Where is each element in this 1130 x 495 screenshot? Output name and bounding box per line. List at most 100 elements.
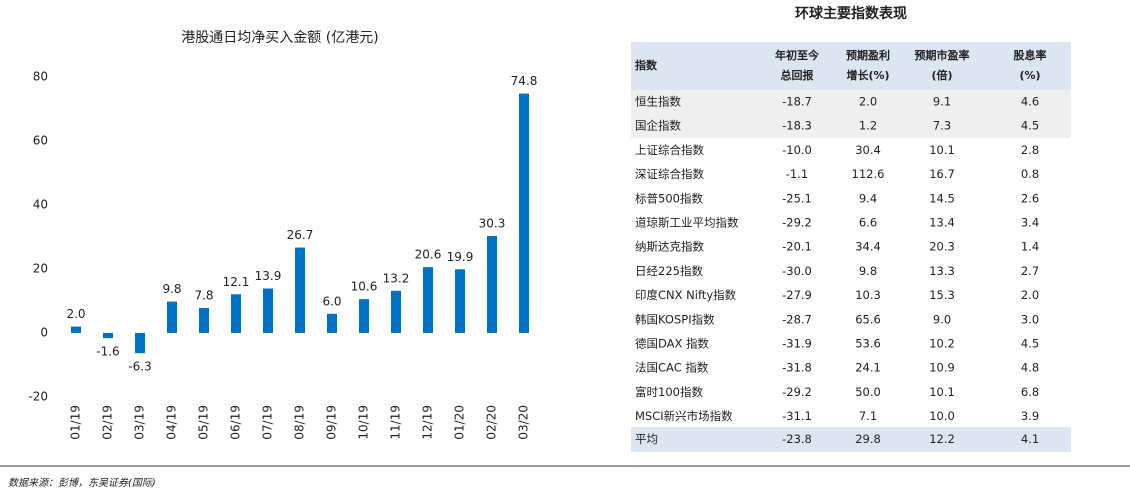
table-cell: 0.8 — [1021, 167, 1039, 181]
table-cell: 50.0 — [855, 385, 881, 399]
table-cell: 15.3 — [929, 288, 955, 302]
bar — [423, 267, 433, 333]
table-header: 年初至今 — [775, 48, 820, 62]
table-cell: 9.1 — [933, 95, 951, 109]
table-cell: 10.9 — [929, 361, 955, 375]
table-cell: 9.0 — [933, 312, 951, 326]
table-cell: 10.0 — [929, 409, 955, 423]
table-cell: 3.9 — [1021, 409, 1039, 423]
table-cell: 13.3 — [929, 264, 955, 278]
table-header-bg — [631, 42, 1071, 90]
table-header: 增长(%) — [846, 68, 889, 82]
table-cell: 16.7 — [929, 167, 955, 181]
x-tick-label: 11/19 — [389, 405, 403, 440]
bar — [103, 333, 113, 339]
bar — [231, 294, 241, 333]
table-cell: 6.6 — [859, 216, 877, 230]
data-label: 10.6 — [351, 280, 378, 294]
x-tick-label: 03/20 — [517, 405, 531, 440]
data-label: 13.2 — [383, 271, 410, 285]
data-label: 26.7 — [287, 228, 314, 242]
table-cell: 道琼斯工业平均指数 — [635, 216, 739, 230]
table-cell: 恒生指数 — [635, 95, 681, 109]
table-header: 股息率 — [1014, 48, 1047, 62]
table-cell: 10.1 — [929, 385, 955, 399]
table-shaded-bg — [631, 90, 1071, 138]
table-footer-cell: 4.1 — [1021, 432, 1039, 446]
bar — [199, 308, 209, 333]
bar — [71, 326, 81, 333]
table-cell: 34.4 — [855, 240, 881, 254]
table-header: (倍) — [931, 68, 952, 82]
table-cell: 4.5 — [1021, 337, 1039, 351]
table-cell: 2.6 — [1021, 191, 1039, 205]
table-footer-cell: 29.8 — [855, 432, 881, 446]
table-cell: -31.9 — [782, 337, 812, 351]
table-cell: 6.8 — [1021, 385, 1039, 399]
table-cell: 7.1 — [859, 409, 877, 423]
data-label: 2.0 — [66, 307, 85, 321]
table-cell: 富时100指数 — [635, 385, 703, 399]
table-cell: -30.0 — [782, 264, 812, 278]
x-tick-label: 12/19 — [421, 405, 435, 440]
data-label: 13.9 — [255, 269, 282, 283]
x-tick-label: 02/20 — [485, 405, 499, 440]
table-cell: -10.0 — [782, 143, 812, 157]
table-cell: 纳斯达克指数 — [635, 240, 704, 254]
bar — [263, 288, 273, 333]
table-cell: 7.3 — [933, 119, 951, 133]
table-cell: 30.4 — [855, 143, 881, 157]
bar — [519, 93, 529, 333]
data-label: 6.0 — [322, 294, 341, 308]
x-tick-label: 05/19 — [197, 405, 211, 440]
table-cell: 1.2 — [859, 119, 877, 133]
table-cell: 24.1 — [855, 361, 881, 375]
table-cell: 20.3 — [929, 240, 955, 254]
y-tick-label: 20 — [33, 262, 48, 276]
y-tick-label: 60 — [33, 134, 48, 148]
y-tick-label: -20 — [28, 390, 48, 404]
table-cell: -31.1 — [782, 409, 812, 423]
table-cell: MSCI新兴市场指数 — [635, 409, 733, 423]
x-tick-label: 04/19 — [165, 405, 179, 440]
data-label: 30.3 — [479, 217, 506, 231]
table-header: 指数 — [635, 58, 658, 72]
chart-title: 港股通日均净买入金额 (亿港元) — [181, 30, 378, 46]
table-cell: 印度CNX Nifty指数 — [635, 288, 737, 302]
table-cell: 3.0 — [1021, 312, 1039, 326]
data-label: -6.3 — [128, 360, 151, 374]
table-cell: 韩国KOSPI指数 — [635, 312, 715, 326]
x-tick-label: 10/19 — [357, 405, 371, 440]
table-footer-cell: 12.2 — [929, 432, 955, 446]
table-header: 总回报 — [781, 68, 815, 82]
x-tick-label: 09/19 — [325, 405, 339, 440]
table-cell: 德国DAX 指数 — [635, 337, 710, 351]
table-cell: 法国CAC 指数 — [635, 361, 709, 375]
bar — [359, 299, 369, 333]
table-cell: 上证综合指数 — [635, 143, 704, 157]
table-cell: 13.4 — [929, 216, 955, 230]
table-cell: 10.2 — [929, 337, 955, 351]
x-tick-label: 01/19 — [69, 405, 83, 440]
table-header: 预期盈利 — [846, 48, 890, 62]
table-header: 预期市盈率 — [915, 48, 970, 62]
table-cell: 国企指数 — [635, 119, 681, 133]
table-cell: 9.8 — [859, 264, 877, 278]
bar — [167, 301, 177, 333]
x-tick-label: 02/19 — [101, 405, 115, 440]
table-header: (%) — [1019, 69, 1040, 82]
y-tick-label: 40 — [33, 198, 48, 212]
table-cell: 2.0 — [1021, 288, 1039, 302]
table-cell: 53.6 — [855, 337, 881, 351]
table-title: 环球主要指数表现 — [795, 5, 907, 22]
y-tick-label: 0 — [40, 326, 48, 340]
table-cell: 14.5 — [929, 191, 955, 205]
x-tick-label: 06/19 — [229, 405, 243, 440]
data-label: 20.6 — [415, 248, 442, 262]
table-cell: -18.7 — [782, 95, 812, 109]
data-label: 7.8 — [194, 289, 213, 303]
table-cell: 9.4 — [859, 191, 877, 205]
y-tick-label: 80 — [33, 70, 48, 84]
x-tick-label: 08/19 — [293, 405, 307, 440]
table-cell: -18.3 — [782, 119, 812, 133]
